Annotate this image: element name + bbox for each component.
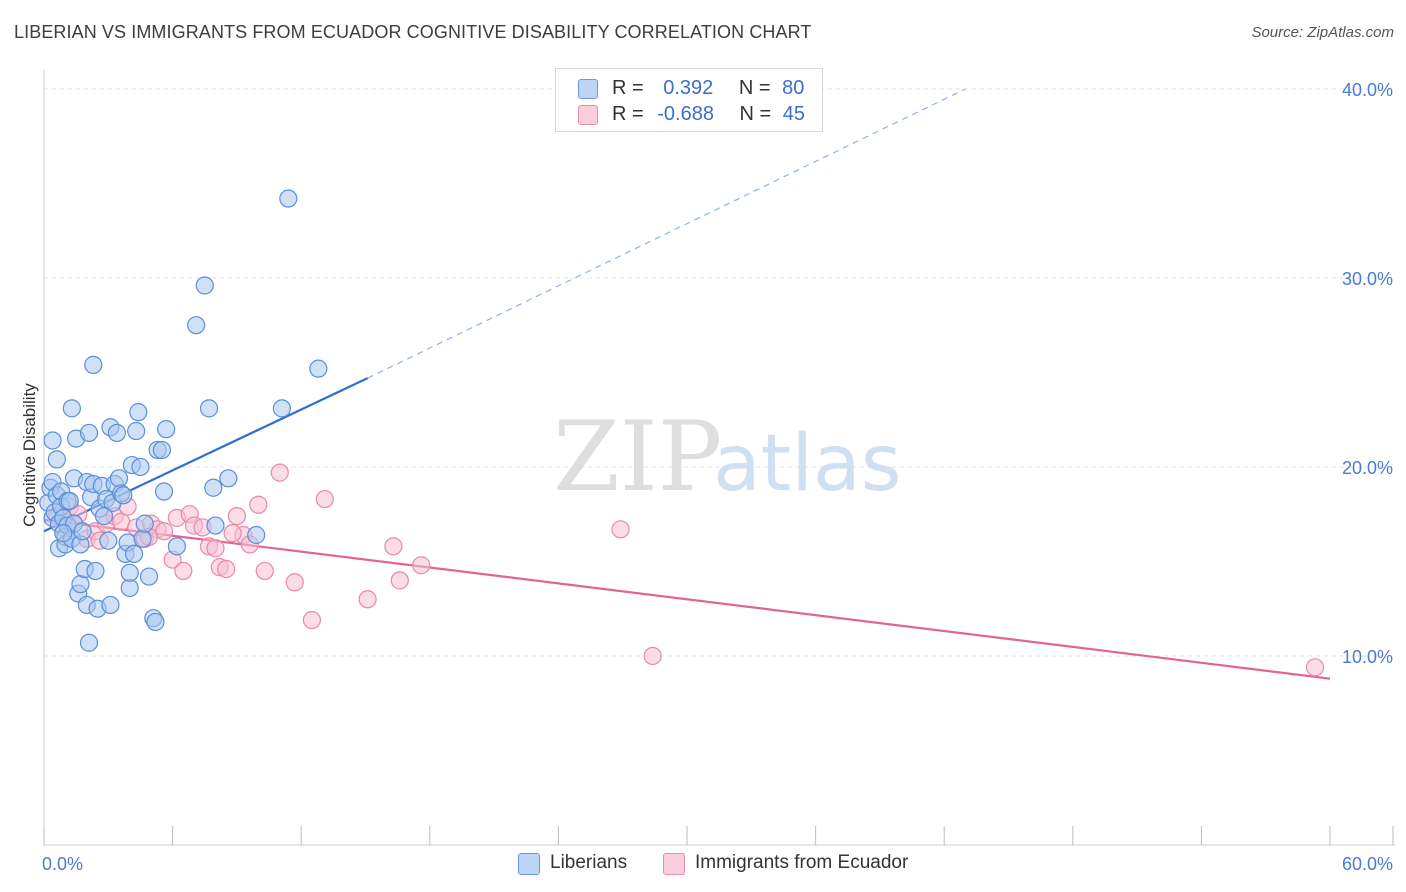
point-liberians <box>129 403 148 422</box>
point-liberians <box>84 355 103 374</box>
point-ecuador <box>390 571 409 590</box>
tick-labels: 10.0% 20.0% 30.0% 40.0% 0.0% 60.0% <box>42 80 1393 874</box>
trend-line-liberians-extension <box>367 88 966 379</box>
points-liberians <box>39 189 328 652</box>
watermark-atlas: atlas <box>713 419 902 509</box>
point-ecuador <box>302 610 322 630</box>
point-ecuador <box>217 559 236 579</box>
trend-line-ecuador <box>43 518 1331 680</box>
point-liberians <box>204 478 223 497</box>
point-ecuador <box>384 537 403 556</box>
watermark-zip: ZIP <box>553 401 722 513</box>
y-tick-label: 20.0% <box>1342 458 1393 478</box>
watermark: ZIP atlas <box>553 401 902 513</box>
point-liberians <box>247 525 266 545</box>
point-liberians <box>73 522 92 541</box>
trend-lines <box>43 88 1331 680</box>
point-ecuador <box>270 463 289 482</box>
legend-n-label: N = <box>738 77 771 99</box>
y-tick-label: 40.0% <box>1342 80 1393 100</box>
point-liberians <box>62 399 81 418</box>
bottom-legend-label-ecuador: Immigrants from Ecuador <box>695 852 909 873</box>
axes <box>43 70 1395 846</box>
point-liberians <box>206 516 225 535</box>
bottom-legend-swatch-liberians <box>518 853 540 875</box>
point-liberians <box>71 575 90 594</box>
point-liberians <box>167 537 186 556</box>
point-liberians <box>199 399 219 418</box>
point-liberians <box>43 431 62 450</box>
legend-n-value-ecuador: 45 <box>782 103 806 125</box>
legend-r-value-liberians: 0.392 <box>663 77 714 99</box>
point-liberians <box>139 567 159 586</box>
bottom-legend-label-liberians: Liberians <box>550 852 628 873</box>
point-liberians <box>54 524 73 543</box>
point-ecuador <box>1305 658 1325 677</box>
legend-n-label: N = <box>739 103 772 125</box>
y-axis-label: Cognitive Disability <box>20 383 39 527</box>
point-ecuador <box>611 520 630 539</box>
point-liberians <box>127 421 146 441</box>
point-liberians <box>107 423 126 443</box>
point-liberians <box>124 544 144 564</box>
gridlines <box>44 88 1395 657</box>
point-liberians <box>99 531 118 550</box>
point-liberians <box>154 482 174 501</box>
point-liberians <box>120 563 139 582</box>
point-liberians <box>272 399 292 418</box>
point-liberians <box>135 514 154 533</box>
point-ecuador <box>249 495 268 514</box>
point-liberians <box>309 359 328 378</box>
point-ecuador <box>643 646 662 666</box>
point-liberians <box>101 595 120 615</box>
point-liberians <box>131 457 150 477</box>
point-ecuador <box>227 506 246 526</box>
point-liberians <box>94 506 114 526</box>
point-ecuador <box>255 561 274 581</box>
bottom-legend-swatch-ecuador <box>663 853 685 875</box>
legend-n-value-liberians: 80 <box>782 77 805 99</box>
point-liberians <box>86 561 105 581</box>
legend-swatch-liberians <box>578 79 598 99</box>
legend-r-label: R = <box>612 77 644 99</box>
point-liberians <box>114 486 133 505</box>
point-liberians <box>219 469 238 488</box>
point-ecuador <box>285 573 304 592</box>
chart-title: LIBERIAN VS IMMIGRANTS FROM ECUADOR COGN… <box>14 22 812 42</box>
x-tick-label: 0.0% <box>42 854 83 874</box>
point-liberians <box>79 633 99 652</box>
point-liberians <box>187 316 206 335</box>
source-label: Source: ZipAtlas.com <box>1251 24 1394 41</box>
point-ecuador <box>358 590 377 609</box>
point-liberians <box>195 276 214 295</box>
y-tick-label: 10.0% <box>1342 647 1393 667</box>
point-liberians <box>60 491 79 511</box>
point-liberians <box>120 578 139 598</box>
point-ecuador <box>315 489 334 509</box>
point-liberians <box>146 612 165 632</box>
point-ecuador <box>223 524 242 543</box>
correlation-legend: R = 0.392 N = 80 R = -0.688 N = 45 <box>555 68 823 132</box>
point-liberians <box>47 450 66 469</box>
y-tick-label: 30.0% <box>1342 269 1393 289</box>
point-liberians <box>79 423 99 443</box>
point-liberians <box>109 469 129 488</box>
point-ecuador <box>206 539 225 558</box>
point-liberians <box>133 529 152 548</box>
point-liberians <box>157 420 176 439</box>
x-tick-label: 60.0% <box>1342 854 1393 874</box>
legend-swatch-ecuador <box>578 105 598 125</box>
point-liberians <box>152 440 171 460</box>
point-ecuador <box>174 561 193 581</box>
legend-r-label: R = <box>612 103 644 125</box>
point-liberians <box>279 189 298 208</box>
legend-r-value-ecuador: -0.688 <box>657 103 714 125</box>
point-ecuador <box>412 556 431 575</box>
